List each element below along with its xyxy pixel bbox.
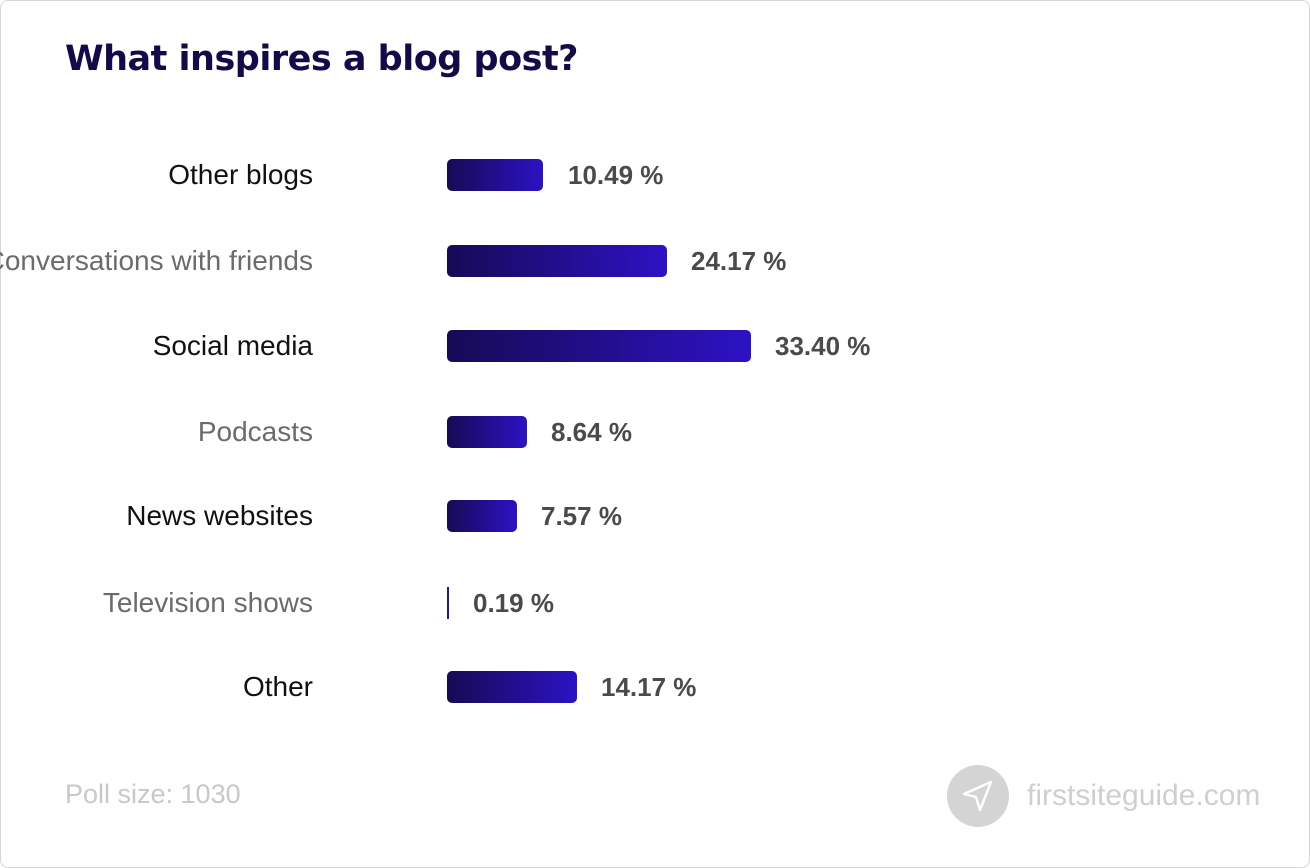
- bar-row-social-media: Social media 33.40 %: [1, 329, 1201, 363]
- bar-row-conversations: Conversations with friends 24.17 %: [0, 244, 1201, 278]
- bar-label: Conversations with friends: [0, 245, 313, 276]
- bar-row-television-shows: Television shows 0.19 %: [1, 586, 1201, 620]
- bar: [447, 330, 751, 362]
- bar-row-podcasts: Podcasts 8.64 %: [1, 415, 1201, 449]
- bar: [447, 500, 517, 532]
- bar-row-other-blogs: Other blogs 10.49 %: [1, 158, 1201, 192]
- bar-row-other: Other 14.17 %: [1, 670, 1201, 704]
- chart-title: What inspires a blog post?: [65, 39, 578, 79]
- bar-label: Other blogs: [168, 159, 313, 190]
- bar: [447, 587, 449, 619]
- bar-value: 10.49 %: [568, 160, 664, 190]
- bar-value: 8.64 %: [551, 417, 632, 447]
- bar-value: 7.57 %: [541, 501, 622, 531]
- bar: [447, 159, 543, 191]
- brand-name: firstsiteguide.com: [1027, 779, 1261, 812]
- bar-value: 33.40 %: [775, 331, 871, 361]
- bar-value: 0.19 %: [473, 588, 554, 618]
- poll-size: Poll size: 1030: [65, 779, 241, 809]
- bar: [447, 671, 577, 703]
- bar-value: 24.17 %: [691, 246, 787, 276]
- bar-label: Podcasts: [197, 416, 313, 447]
- bar-label: Social media: [152, 330, 313, 361]
- bar-row-news-websites: News websites 7.57 %: [1, 499, 1201, 533]
- bar-label: News websites: [126, 500, 313, 531]
- bar-value: 14.17 %: [601, 672, 697, 702]
- bar: [447, 245, 667, 277]
- bar-label: Television shows: [102, 587, 313, 618]
- bar: [447, 416, 527, 448]
- bar-label: Other: [242, 671, 313, 702]
- paper-plane-icon: [947, 765, 1009, 827]
